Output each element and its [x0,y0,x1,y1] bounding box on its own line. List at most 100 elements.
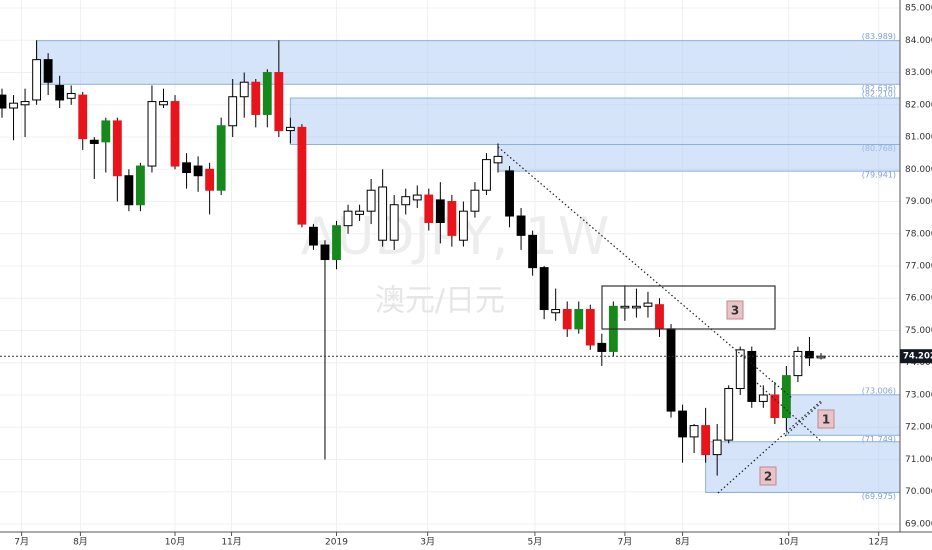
y-tick-label: 82.000 [905,100,932,110]
candle-body [170,101,180,167]
candle-body [574,309,584,330]
candle-body [689,425,699,438]
zone [289,97,901,146]
x-tick-label: 8月 [73,537,88,548]
zone-label: (71.749) [862,435,896,444]
candle-body [89,139,99,144]
candle-body [355,210,365,215]
x-tick-label: 2019 [325,538,348,548]
y-tick-label: 70.000 [905,487,932,497]
y-tick-label: 78.000 [905,229,932,239]
candle-body [182,162,191,173]
candle-body [309,226,318,246]
candle-body [505,170,514,217]
y-tick-label: 75.000 [905,326,932,336]
candle-body [655,304,664,330]
candle-body [666,328,676,412]
candle-body [389,204,399,241]
candle-body [724,388,734,441]
candle-body [435,199,445,223]
candle-body [159,101,168,106]
candle-body [193,165,203,177]
last-price-label: 74.202 [903,352,932,362]
label-box [726,300,744,320]
candle-body [216,125,226,191]
x-tick-label: 5月 [528,537,543,548]
annotation: 3 [731,304,739,318]
x-tick-label: 12月 [868,537,888,548]
candle-body [401,196,411,206]
candle-body [147,101,157,167]
candle-body [562,309,572,330]
candle-body [620,305,630,309]
candle-body [447,201,457,236]
candle-body [701,425,711,456]
zone [785,394,901,436]
candle-body [528,234,538,269]
label-box [817,409,835,429]
candle-body [712,439,722,456]
candle-body [493,155,503,164]
candle-body [239,81,249,98]
x-tick-label: 7月 [14,537,29,548]
candle-body [251,81,261,115]
candle-body [297,126,307,225]
candle-body [205,168,215,191]
x-tick-label: 8月 [675,537,690,548]
candle-body [585,309,595,346]
candle-body [32,59,42,101]
y-tick-label: 80.000 [905,165,932,175]
y-tick-label: 72.000 [905,423,932,433]
candle-body [482,159,491,191]
candle-body [551,309,561,314]
y-tick-label: 83.000 [905,68,932,78]
y-tick-label: 85.000 [905,4,932,14]
x-tick-label: 11月 [221,537,241,548]
zone-label: (82.636) [862,84,896,93]
candle-body [516,215,526,236]
candle-body [332,225,341,261]
candle-body [78,94,88,140]
candle-body [228,96,238,127]
zone-label: (69.975) [862,492,896,501]
trend-line [784,401,823,437]
zone-label: (79.941) [862,171,896,180]
x-tick-label: 10月 [165,537,185,548]
candle-body [632,305,641,309]
candle-body [793,350,803,377]
zone [36,40,901,85]
y-tick-label: 69.000 [905,519,932,529]
y-tick-label: 76.000 [905,294,932,304]
candle-body [781,375,791,419]
candle-body [55,84,65,101]
y-tick-label: 73.000 [905,390,932,400]
candle-body [135,165,145,206]
candle-body [20,101,30,106]
last-price-tag [900,349,932,364]
candle-body [378,186,388,241]
candle-body [458,210,468,241]
x-tick-label: 7月 [618,537,633,548]
candle-body [770,394,780,419]
y-tick-label: 74.000 [905,358,932,368]
y-tick-label: 71.000 [905,455,932,465]
x-tick-label: 3月 [420,537,435,548]
candle-body [366,189,376,212]
x-tick-label: 10月 [778,537,798,548]
zone [497,144,901,172]
zone-label: (82.210) [862,90,896,99]
trend-line [756,382,823,443]
candle-body [43,59,53,83]
candle-body [262,72,272,115]
candle-body [0,94,7,109]
y-tick-label: 81.000 [905,133,932,143]
annotation: 1 [822,413,830,427]
candle-body [470,189,480,212]
annotation: 2 [764,470,772,484]
zone-label: (83.989) [862,32,896,41]
candle-body [735,349,745,390]
y-tick-label: 84.000 [905,36,932,46]
candle-body [678,410,687,438]
